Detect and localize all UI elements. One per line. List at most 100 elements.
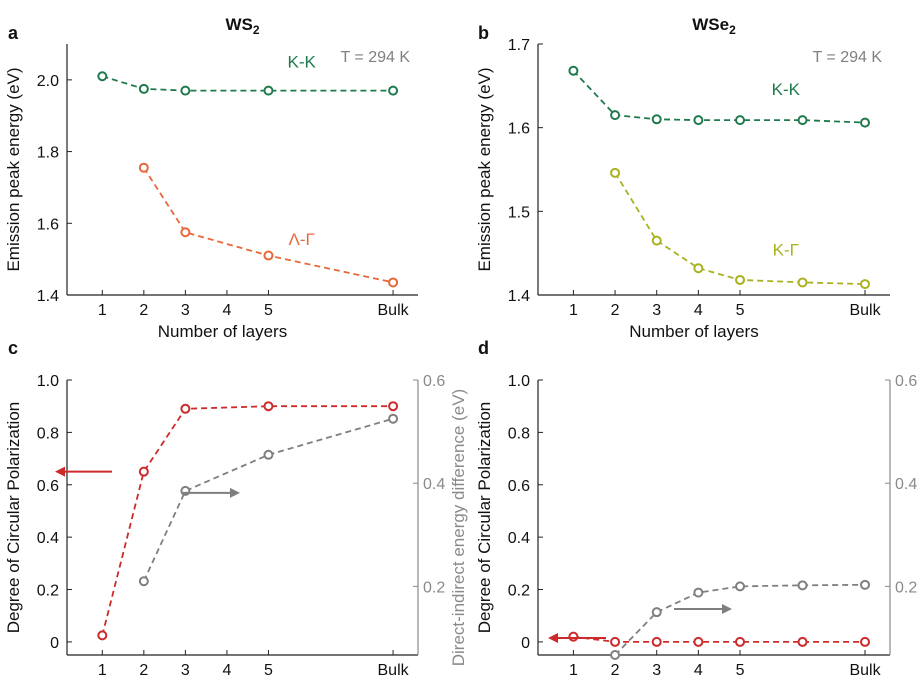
data-point — [797, 277, 808, 288]
y-tick-label: 0.8 — [508, 425, 530, 442]
axis-arrow-head — [722, 604, 732, 615]
panel-d: d 0 0.2 0.4 0.6 0.8 1.0 0.2 0.4 0.6 1 2 3 4 5 Bulk Numbe… — [475, 338, 917, 685]
y-tick-label: 0.2 — [508, 583, 530, 600]
y2-tick-label: 0.6 — [895, 373, 917, 390]
data-point — [263, 401, 274, 412]
y-tick-label: 0.6 — [508, 478, 530, 495]
temperature-annotation: T = 294 K — [340, 49, 410, 66]
y-tick-label: 2.0 — [37, 73, 59, 90]
data-point — [651, 607, 662, 618]
data-point — [610, 167, 621, 178]
series-line — [614, 172, 866, 285]
data-point — [568, 65, 579, 76]
x-tick-label: 4 — [694, 662, 703, 679]
panel-label: c — [8, 338, 18, 358]
x-tick-label: 1 — [569, 302, 578, 319]
y-tick-label: 0.4 — [37, 530, 59, 547]
x-tick-label: 3 — [181, 302, 190, 319]
x-axis-label: Number of layers — [158, 682, 287, 685]
y-axis-label: Degree of Circular Polarization — [4, 402, 23, 634]
x-tick-label: 4 — [694, 302, 703, 319]
x-tick-label: Bulk — [378, 662, 410, 679]
y-tick-label: 0 — [521, 635, 530, 652]
y2-tick-label: 0.6 — [423, 373, 445, 390]
x-tick-label: 5 — [264, 302, 273, 319]
x-tick-label: 1 — [98, 662, 107, 679]
data-point — [735, 115, 746, 126]
data-point — [138, 466, 149, 477]
series-label: K-K — [288, 52, 317, 71]
x-tick-label: 3 — [652, 662, 661, 679]
y-tick-label: 1.0 — [37, 373, 59, 390]
panel-label: b — [478, 23, 489, 43]
y-tick-label: 1.7 — [508, 37, 530, 54]
x-axis-label: Number of layers — [629, 322, 758, 341]
data-point — [180, 85, 191, 96]
y2-tick-label: 0.4 — [895, 476, 917, 493]
y-tick-label: 1.6 — [37, 216, 59, 233]
data-point — [263, 85, 274, 96]
y2-tick-label: 0.2 — [423, 579, 445, 596]
data-point — [610, 650, 621, 660]
data-point — [388, 85, 399, 96]
x-tick-label: Bulk — [849, 662, 881, 679]
data-point — [651, 636, 662, 647]
data-point — [138, 162, 149, 173]
data-point — [797, 580, 808, 591]
y-tick-label: 1.4 — [37, 288, 59, 305]
x-tick-label: 3 — [652, 302, 661, 319]
data-point — [735, 274, 746, 285]
data-point — [693, 263, 704, 274]
y-tick-label: 1.0 — [508, 373, 530, 390]
series-line — [101, 405, 394, 636]
y-tick-label: 1.6 — [508, 121, 530, 138]
data-point — [610, 110, 621, 121]
panel-title: WSe2 — [692, 15, 736, 37]
y2-axis-label: Direct-indirect energy difference (eV) — [449, 389, 468, 666]
series-line — [142, 417, 394, 582]
x-axis-label: Number of layers — [629, 682, 758, 685]
data-point — [735, 581, 746, 592]
series-label: K-K — [772, 80, 801, 99]
y-tick-label: 0.8 — [37, 425, 59, 442]
data-point — [797, 115, 808, 126]
data-point — [97, 630, 108, 641]
data-point — [138, 83, 149, 94]
x-tick-label: 1 — [98, 302, 107, 319]
y-tick-label: 1.5 — [508, 204, 530, 221]
data-point — [860, 579, 871, 590]
data-point — [860, 636, 871, 647]
series-line — [143, 167, 394, 284]
series-label: K-Γ — [773, 241, 799, 260]
x-tick-label: 2 — [139, 302, 148, 319]
y-tick-label: 0.6 — [37, 478, 59, 495]
data-point — [97, 71, 108, 82]
y-tick-label: 1.8 — [37, 145, 59, 162]
y-axis-label: Emission peak energy (eV) — [4, 67, 23, 271]
x-tick-label: 2 — [611, 662, 620, 679]
panel-b: b 1.4 1.5 1.6 1.7 1 2 3 4 5 Bulk Number of layers Em… — [475, 23, 890, 341]
x-tick-label: 5 — [736, 662, 745, 679]
panel-c: c 0 0.2 0.4 0.6 0.8 1.0 0.2 0.4 0.6 1 2 3 4 5 Bulk Numbe… — [4, 338, 468, 685]
x-tick-label: Bulk — [849, 302, 881, 319]
data-point — [651, 114, 662, 125]
data-point — [263, 250, 274, 261]
data-point — [388, 413, 399, 424]
x-tick-label: 1 — [569, 662, 578, 679]
panel-label: d — [478, 338, 489, 358]
panel-a: a 1.4 1.6 1.8 2.0 1 2 3 4 5 Bulk Number of layers Em… — [4, 23, 418, 341]
axis-arrow-head — [230, 487, 240, 498]
data-point — [180, 227, 191, 238]
x-tick-label: 2 — [139, 662, 148, 679]
data-point — [693, 115, 704, 126]
data-point — [860, 117, 871, 128]
x-tick-label: 4 — [222, 662, 231, 679]
data-point — [180, 403, 191, 414]
data-point — [263, 449, 274, 460]
x-tick-label: 2 — [611, 302, 620, 319]
x-tick-label: 5 — [264, 662, 273, 679]
y-tick-label: 1.4 — [508, 288, 530, 305]
series-line — [614, 583, 866, 656]
data-point — [693, 587, 704, 598]
